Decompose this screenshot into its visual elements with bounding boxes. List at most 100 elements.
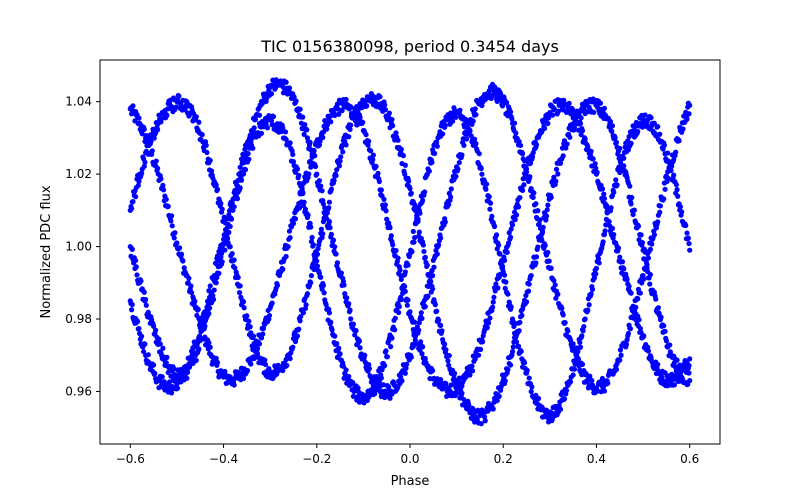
data-point — [577, 339, 583, 346]
data-point — [667, 342, 673, 348]
data-point — [410, 228, 416, 235]
data-point — [625, 330, 632, 337]
data-point — [192, 298, 198, 305]
data-point — [392, 315, 398, 321]
data-point — [186, 275, 192, 281]
data-point — [572, 361, 578, 367]
data-point — [168, 218, 174, 224]
data-point — [350, 321, 356, 327]
data-point — [529, 384, 535, 390]
data-point — [133, 194, 139, 200]
data-point — [543, 217, 549, 223]
data-point — [362, 352, 368, 358]
data-point — [143, 302, 149, 308]
data-point — [461, 396, 467, 403]
data-point — [548, 265, 554, 271]
data-point — [467, 128, 473, 134]
data-point — [635, 128, 641, 135]
data-point — [130, 103, 136, 109]
data-point — [676, 138, 682, 144]
data-point — [489, 213, 495, 219]
data-point — [619, 259, 626, 265]
data-point — [129, 246, 135, 252]
data-point — [393, 248, 399, 254]
data-point — [143, 132, 149, 139]
data-point — [464, 118, 470, 124]
data-point — [299, 185, 305, 191]
data-point — [251, 125, 257, 131]
data-point — [657, 209, 663, 215]
data-point — [651, 232, 658, 238]
data-point — [264, 125, 271, 131]
data-point — [539, 228, 546, 234]
data-point — [290, 151, 296, 158]
data-point — [320, 201, 327, 207]
data-point — [348, 316, 354, 322]
data-point — [176, 245, 183, 251]
data-point — [419, 315, 425, 322]
data-point — [389, 335, 395, 341]
data-point — [671, 157, 677, 163]
data-point — [512, 216, 518, 223]
data-point — [687, 378, 693, 384]
data-point — [621, 163, 627, 169]
data-point — [482, 418, 488, 424]
data-point — [336, 111, 342, 117]
data-point — [519, 151, 526, 157]
data-point — [246, 318, 252, 324]
data-point — [566, 100, 572, 106]
data-point — [343, 367, 349, 373]
data-point — [563, 145, 569, 151]
data-point — [258, 130, 265, 136]
data-point — [219, 259, 225, 265]
data-point — [280, 125, 286, 131]
data-point — [535, 395, 542, 402]
data-point — [624, 337, 630, 343]
data-point — [327, 225, 333, 231]
data-point — [601, 191, 607, 197]
data-point — [348, 122, 354, 128]
data-point — [613, 139, 620, 145]
data-point — [573, 353, 580, 359]
data-point — [649, 241, 655, 247]
data-point — [638, 232, 644, 238]
data-point — [326, 310, 333, 316]
data-point — [626, 283, 632, 289]
data-point — [487, 315, 493, 321]
data-point — [529, 154, 536, 160]
data-point — [509, 222, 516, 228]
data-point — [139, 131, 145, 137]
data-point — [416, 327, 422, 333]
data-point — [531, 190, 537, 196]
data-point — [613, 366, 620, 373]
data-point — [593, 165, 599, 171]
data-point — [439, 328, 445, 334]
data-point — [186, 364, 193, 370]
data-point — [290, 344, 296, 350]
data-point — [497, 251, 503, 257]
data-point — [199, 132, 205, 138]
data-point — [609, 128, 615, 134]
data-point — [533, 254, 540, 260]
data-point — [505, 240, 512, 246]
data-point — [551, 106, 558, 112]
data-point — [213, 355, 219, 361]
data-point — [525, 288, 532, 294]
data-point — [382, 202, 388, 208]
data-points — [127, 77, 693, 427]
data-point — [294, 333, 301, 339]
data-point — [418, 310, 424, 316]
data-point — [436, 242, 442, 248]
data-point — [360, 119, 366, 125]
data-point — [370, 157, 376, 163]
data-point — [151, 135, 157, 141]
data-point — [577, 120, 584, 127]
data-point — [353, 327, 359, 334]
data-point — [553, 178, 559, 184]
data-point — [452, 392, 458, 399]
data-point — [234, 196, 241, 202]
data-point — [557, 406, 564, 412]
data-point — [612, 135, 618, 141]
data-point — [686, 240, 692, 247]
data-point — [400, 153, 406, 159]
